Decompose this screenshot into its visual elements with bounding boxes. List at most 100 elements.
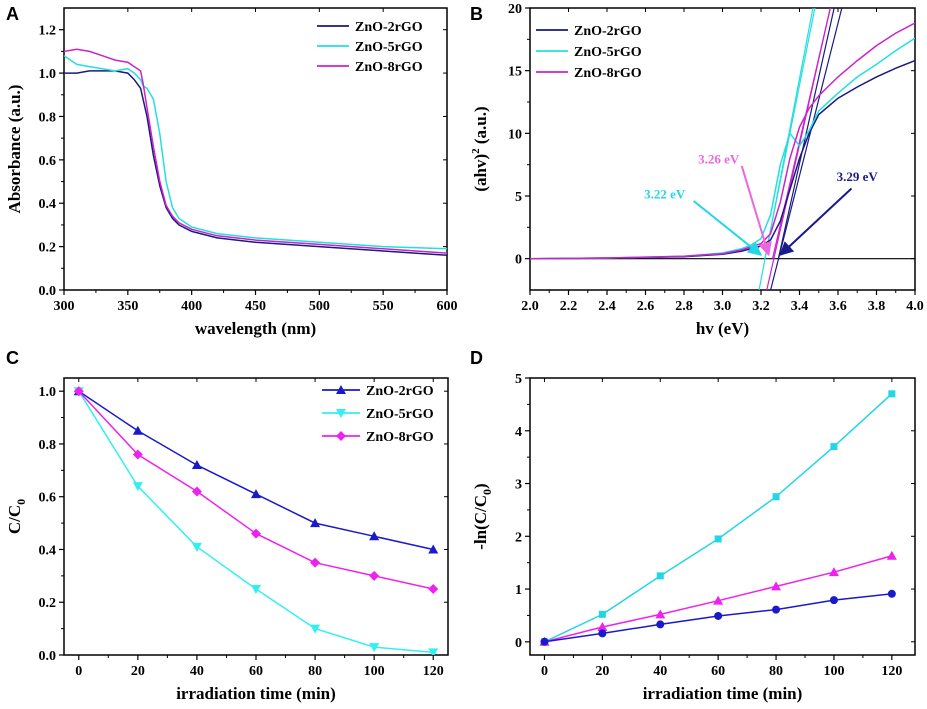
x-tick-label: 3.2 — [752, 299, 770, 314]
data-point — [336, 385, 346, 394]
x-tick-label: 20 — [131, 664, 145, 679]
x-tick-label: 0 — [75, 664, 82, 679]
y-tick-label: 0.0 — [39, 649, 57, 664]
x-tick-label: 300 — [54, 299, 75, 314]
data-point — [132, 449, 143, 460]
x-tick-label: 2.2 — [560, 299, 578, 314]
annotation-label: 3.22 eV — [644, 187, 686, 202]
data-point — [73, 386, 84, 397]
x-tick-label: 60 — [711, 664, 725, 679]
x-axis-title: irradiation time (min) — [176, 684, 336, 703]
x-tick-label: 450 — [245, 299, 266, 314]
x-tick-label: 40 — [653, 664, 667, 679]
x-tick-label: 350 — [117, 299, 138, 314]
y-tick-label: 0.4 — [39, 197, 57, 212]
plot-data — [539, 390, 897, 646]
y-tick-label: 0.8 — [39, 438, 57, 453]
y-tick-label: 0.0 — [39, 284, 57, 299]
y-tick-label: 0.2 — [39, 241, 57, 256]
data-point — [772, 605, 781, 614]
plot-data — [64, 48, 447, 257]
data-point — [540, 637, 549, 646]
data-point — [887, 589, 896, 598]
data-point — [191, 460, 202, 470]
y-axis-title: -ln(C/C0) — [471, 483, 494, 549]
legend-label: ZnO-8rGO — [366, 430, 434, 445]
y-tick-label: 1.2 — [39, 24, 57, 39]
x-tick-label: 600 — [437, 299, 458, 314]
y-tick-label: 0.4 — [39, 543, 57, 558]
series-line — [530, 22, 915, 260]
data-point — [191, 542, 202, 552]
data-point — [132, 482, 143, 492]
legend-label: ZnO-8rGO — [574, 66, 642, 81]
y-tick-label: 5 — [515, 190, 522, 205]
y-tick-label: 0 — [515, 636, 522, 651]
data-point — [369, 643, 380, 653]
data-point — [714, 535, 722, 543]
x-tick-label: 4.0 — [906, 299, 924, 314]
x-tick-label: 500 — [309, 299, 330, 314]
data-point — [369, 531, 380, 541]
data-point — [310, 624, 321, 634]
x-tick-label: 550 — [373, 299, 394, 314]
data-point — [251, 528, 261, 539]
x-tick-label: 100 — [823, 664, 844, 679]
x-tick-label: 2.6 — [637, 299, 655, 314]
x-tick-label: 3.0 — [714, 299, 732, 314]
chart-panel-c: 0 20 40 60 80 100 120 0.0 0.2 0.4 0.6 0.8 1.0 irradia… — [5, 377, 449, 703]
data-point — [655, 609, 666, 619]
y-tick-label: 4 — [515, 425, 522, 440]
y-tick-label: 0 — [515, 253, 522, 268]
y-tick-label: 1.0 — [39, 385, 57, 400]
legend-label: ZnO-2rGO — [574, 24, 642, 39]
data-point — [428, 584, 439, 595]
plot-frame — [529, 377, 916, 656]
x-tick-label: 40 — [190, 664, 204, 679]
x-tick-label: 400 — [181, 299, 202, 314]
data-point — [369, 570, 380, 581]
x-tick-label: 120 — [423, 664, 444, 679]
panel-letter-a: A — [6, 4, 19, 24]
y-axis-title: C/C0 — [5, 499, 28, 534]
y-tick-label: 10 — [508, 127, 522, 142]
data-point — [771, 581, 782, 591]
x-tick-label: 3.8 — [868, 299, 886, 314]
x-axis-title: irradiation time (min) — [643, 684, 803, 703]
data-point — [597, 622, 608, 632]
legend-label: ZnO-5rGO — [355, 40, 423, 55]
y-tick-label: 5 — [515, 372, 522, 387]
series-line — [64, 48, 447, 254]
data-point — [428, 648, 439, 655]
annotation-arrow — [693, 200, 763, 256]
legend-label: ZnO-2rGO — [366, 384, 434, 399]
data-point — [336, 409, 346, 418]
x-tick-label: 100 — [364, 664, 385, 679]
data-point — [598, 629, 607, 638]
x-tick-label: 80 — [308, 664, 322, 679]
x-tick-label: 0 — [541, 664, 548, 679]
panel-letter-c: C — [6, 348, 19, 368]
chart-panel-a: 300 350 400 450 500 550 600 0.0 0.2 0.4 0.6 0.8 1.0 1… — [5, 7, 458, 338]
annotation-arrow — [779, 187, 853, 256]
y-tick-label: 2 — [515, 530, 522, 545]
annotation-arrow — [740, 165, 772, 257]
data-point — [656, 620, 665, 629]
tangent-line — [766, 8, 831, 290]
data-point — [251, 489, 261, 499]
chart-panel-d: 0 20 40 60 80 100 120 0 1 2 3 4 5 irradiation time (m… — [471, 372, 916, 703]
x-tick-label: 2.8 — [675, 299, 693, 314]
legend-label: ZnO-2rGO — [355, 20, 423, 35]
data-point — [598, 610, 606, 618]
x-tick-label: 120 — [881, 664, 902, 679]
legend-label: ZnO-5rGO — [574, 45, 642, 60]
x-tick-label: 2.0 — [521, 299, 539, 314]
data-point — [251, 585, 261, 595]
data-point — [656, 572, 664, 580]
data-point — [713, 595, 724, 605]
x-axis-title: wavelength (nm) — [195, 319, 316, 338]
series-line — [64, 70, 447, 257]
y-axis-title: (ahv)2 (a.u.) — [470, 106, 490, 191]
data-point — [310, 557, 321, 568]
